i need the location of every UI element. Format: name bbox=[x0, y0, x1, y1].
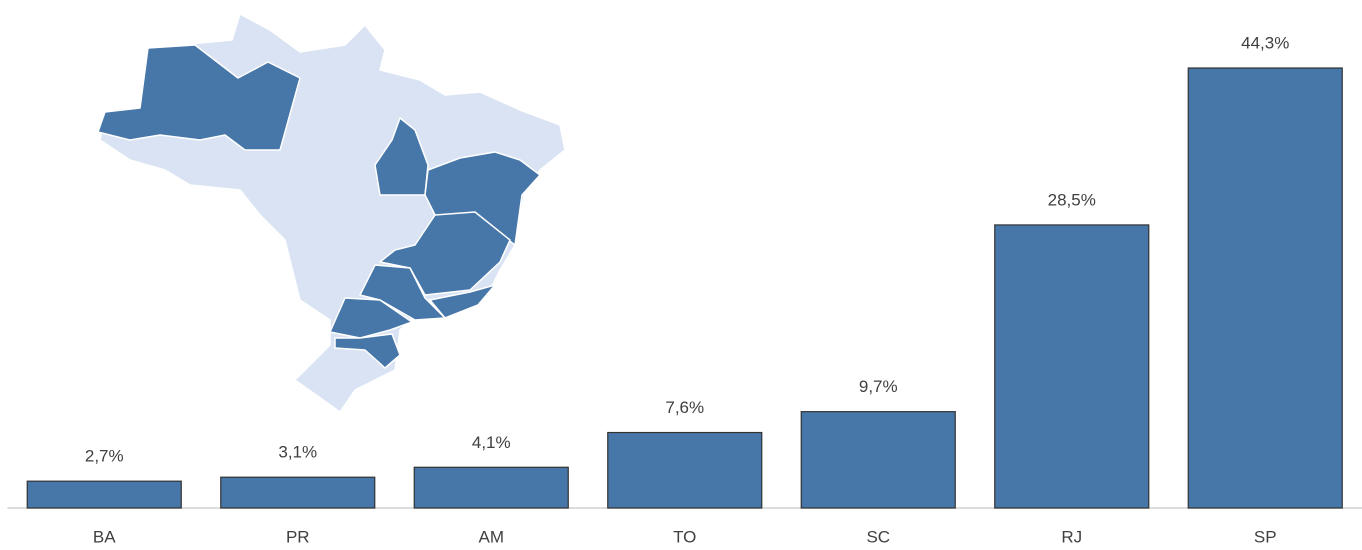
map-state bbox=[424, 151, 541, 246]
x-tick-label: SC bbox=[866, 527, 890, 546]
value-label: 4,1% bbox=[472, 433, 511, 452]
map-state bbox=[97, 44, 301, 151]
bar bbox=[994, 224, 1150, 509]
bar bbox=[1187, 67, 1343, 509]
brazil-map bbox=[97, 13, 566, 413]
value-label: 28,5% bbox=[1048, 190, 1096, 209]
bar bbox=[26, 480, 182, 509]
value-label: 3,1% bbox=[278, 443, 317, 462]
map-state bbox=[379, 211, 511, 296]
value-label: 44,3% bbox=[1241, 33, 1289, 52]
value-label: 9,7% bbox=[859, 377, 898, 396]
bar bbox=[413, 466, 569, 509]
bar bbox=[800, 411, 956, 509]
x-tick-label: TO bbox=[673, 527, 696, 546]
map-state bbox=[334, 333, 401, 369]
map-state bbox=[359, 264, 446, 321]
bar bbox=[220, 476, 376, 509]
map-state bbox=[429, 284, 496, 319]
x-tick-label: AM bbox=[479, 527, 505, 546]
x-tick-label: BA bbox=[93, 527, 116, 546]
value-label: 7,6% bbox=[665, 398, 704, 417]
x-tick-label: SP bbox=[1254, 527, 1277, 546]
bar bbox=[607, 431, 763, 509]
value-label: 2,7% bbox=[85, 447, 124, 466]
map-state bbox=[329, 297, 413, 339]
x-tick-label: RJ bbox=[1061, 527, 1082, 546]
map-state bbox=[374, 117, 429, 196]
x-tick-label: PR bbox=[286, 527, 310, 546]
